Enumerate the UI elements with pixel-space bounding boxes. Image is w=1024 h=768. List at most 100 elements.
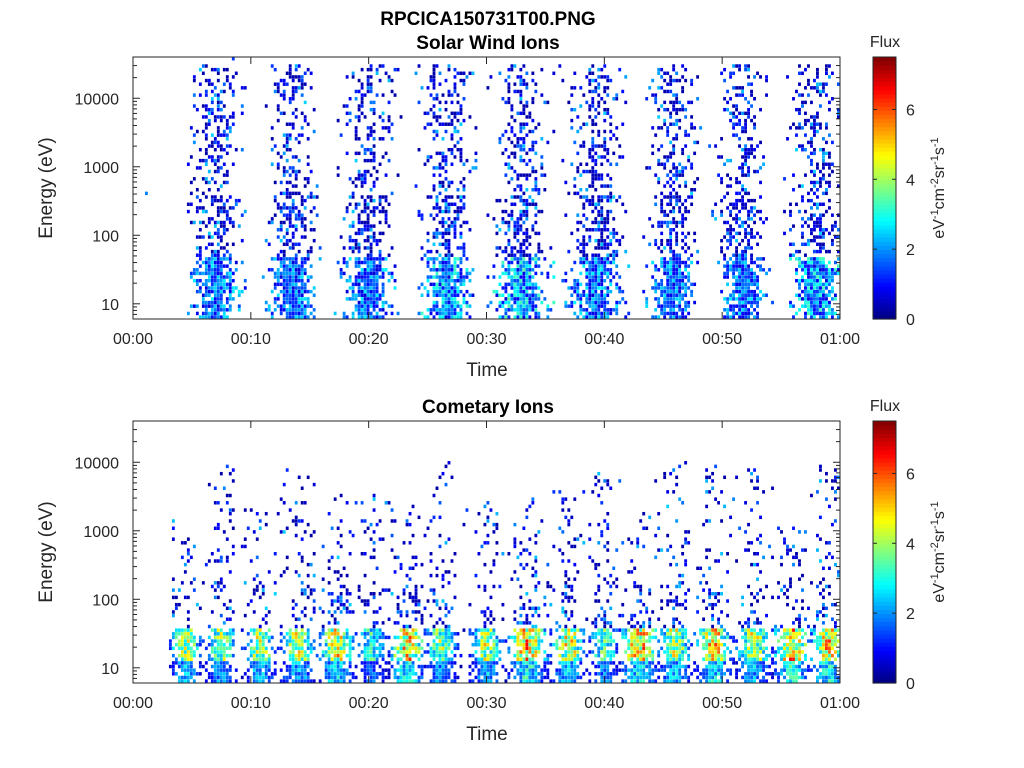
heatmap-cell: [810, 304, 813, 308]
heatmap-cell: [603, 111, 607, 116]
heatmap-cell: [348, 664, 352, 669]
heatmap-cell: [288, 75, 292, 79]
heatmap-cell: [225, 198, 229, 203]
x-tick-label: 00:40: [584, 331, 624, 348]
heatmap-cell: [837, 315, 840, 319]
heatmap-cell: [294, 169, 298, 174]
heatmap-cell: [669, 264, 673, 268]
heatmap-cell: [348, 646, 352, 651]
heatmap-cell: [522, 144, 526, 148]
heatmap-cell: [216, 206, 220, 210]
heatmap-cell: [357, 249, 361, 254]
heatmap-cell: [591, 195, 595, 199]
heatmap-cell: [201, 71, 205, 76]
heatmap-cell: [594, 220, 598, 225]
heatmap-cell: [672, 209, 676, 214]
heatmap-cell: [744, 297, 747, 301]
heatmap-cell: [672, 206, 676, 210]
heatmap-cell: [303, 71, 307, 76]
heatmap-cell: [594, 169, 598, 174]
heatmap-cell: [345, 260, 349, 265]
heatmap-cell: [678, 184, 682, 188]
heatmap-cell: [291, 126, 295, 130]
heatmap-cell: [603, 286, 607, 290]
heatmap-cell: [510, 217, 514, 221]
heatmap-cell: [225, 464, 229, 469]
heatmap-cell: [792, 97, 795, 101]
heatmap-cell: [309, 191, 313, 196]
heatmap-cell: [507, 86, 511, 90]
heatmap-cell: [210, 308, 214, 312]
colorbar-segment: [873, 151, 896, 156]
heatmap-cell: [294, 137, 298, 141]
heatmap-cell: [732, 111, 735, 116]
heatmap-cell: [744, 264, 747, 268]
heatmap-cell: [291, 231, 295, 236]
heatmap-cell: [243, 613, 247, 618]
heatmap-cell: [342, 668, 346, 672]
heatmap-cell: [615, 304, 619, 308]
heatmap-cell: [372, 129, 376, 134]
heatmap-cell: [228, 282, 232, 287]
heatmap-cell: [336, 555, 340, 560]
heatmap-cell: [531, 293, 535, 297]
heatmap-cell: [519, 311, 523, 316]
heatmap-cell: [189, 672, 193, 676]
heatmap-cell: [207, 264, 211, 268]
heatmap-cell: [684, 304, 688, 308]
heatmap-cell: [735, 286, 738, 290]
heatmap-cell: [597, 209, 601, 214]
heatmap-cell: [258, 672, 262, 676]
heatmap-cell: [432, 231, 436, 236]
heatmap-cell: [669, 209, 673, 214]
heatmap-cell: [228, 639, 232, 643]
heatmap-cell: [192, 140, 196, 145]
heatmap-cell: [579, 144, 583, 148]
heatmap-cell: [741, 315, 744, 319]
heatmap-cell: [216, 275, 220, 279]
heatmap-cell: [195, 188, 199, 192]
heatmap-cell: [678, 206, 682, 210]
heatmap-cell: [717, 155, 721, 159]
heatmap-cell: [819, 315, 822, 319]
heatmap-cell: [210, 300, 214, 305]
heatmap-cell: [534, 315, 538, 319]
heatmap-cell: [504, 286, 508, 290]
heatmap-cell: [279, 530, 283, 534]
heatmap-cell: [576, 238, 580, 243]
heatmap-cell: [348, 661, 352, 665]
heatmap-cell: [741, 253, 744, 257]
heatmap-cell: [519, 188, 523, 192]
heatmap-cell: [441, 264, 445, 268]
heatmap-cell: [438, 173, 442, 177]
heatmap-cell: [591, 89, 595, 94]
heatmap-cell: [372, 231, 376, 236]
heatmap-cell: [309, 533, 313, 538]
heatmap-cell: [588, 147, 592, 152]
heatmap-cell: [363, 147, 367, 152]
heatmap-cell: [732, 86, 735, 90]
heatmap-cell: [270, 162, 274, 166]
heatmap-cell: [591, 122, 595, 126]
heatmap-cell: [177, 628, 181, 632]
heatmap-cell: [270, 147, 274, 152]
heatmap-cell: [816, 166, 819, 170]
heatmap-cell: [288, 657, 292, 661]
heatmap-cell: [300, 311, 304, 316]
heatmap-cell: [675, 264, 679, 268]
heatmap-cell: [336, 526, 340, 530]
heatmap-cell: [426, 86, 430, 90]
solar-wind-colorbar-title: Flux: [870, 34, 900, 51]
heatmap-cell: [666, 89, 670, 94]
heatmap-cell: [348, 530, 352, 534]
heatmap-cell: [654, 282, 658, 287]
heatmap-cell: [183, 570, 187, 574]
heatmap-cell: [438, 286, 442, 290]
heatmap-cell: [468, 278, 472, 283]
heatmap-cell: [300, 111, 304, 116]
heatmap-cell: [450, 268, 454, 272]
heatmap-cell: [198, 271, 202, 276]
heatmap-cell: [246, 668, 250, 672]
heatmap-cell: [603, 308, 607, 312]
heatmap-cell: [669, 78, 673, 83]
